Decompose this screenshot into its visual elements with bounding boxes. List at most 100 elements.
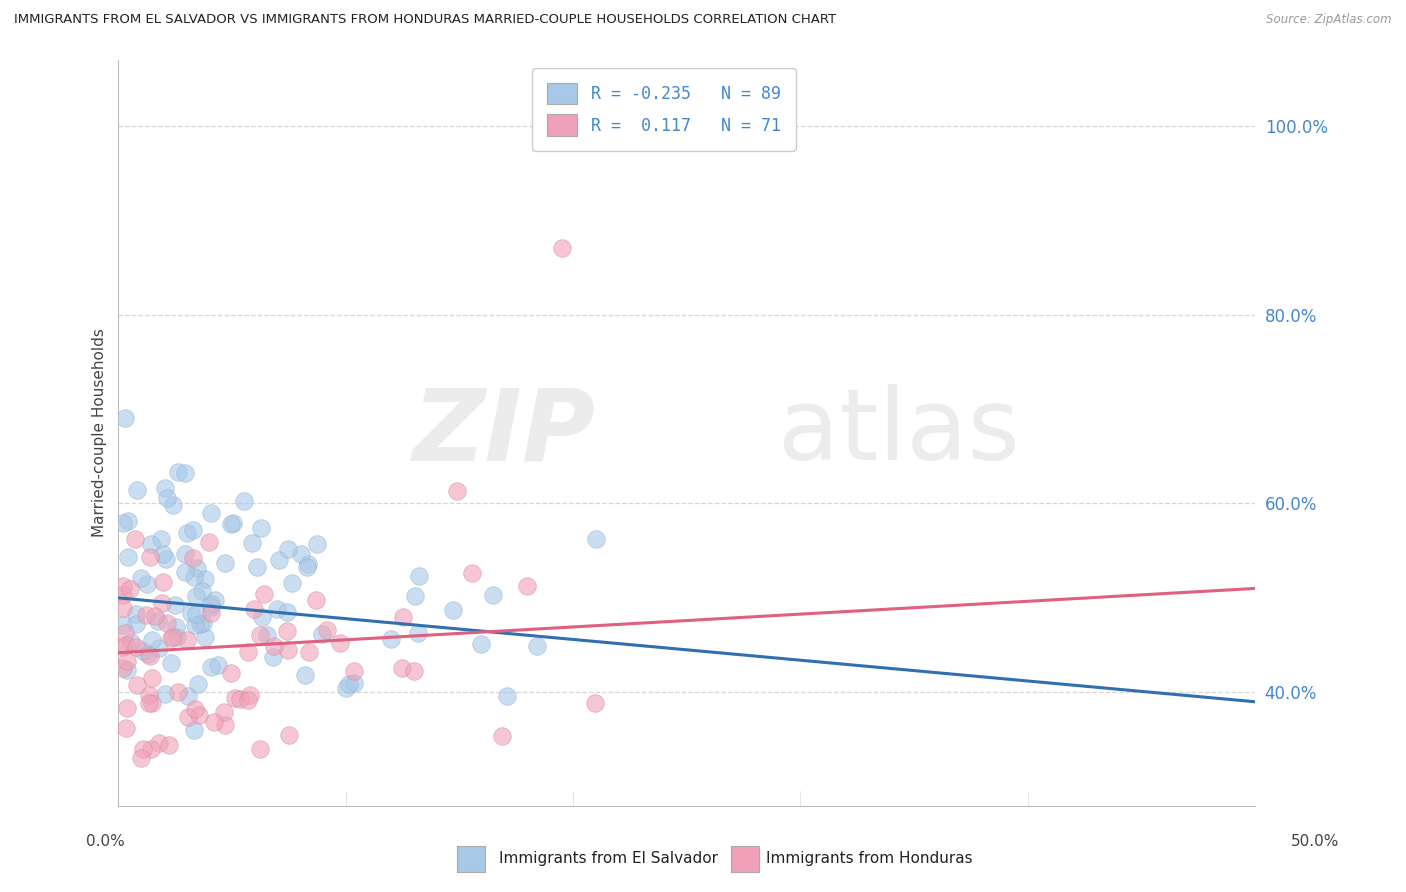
Point [277,541,299,556]
Point [166,630,188,644]
Point [138,688,160,702]
Point [583,696,606,710]
Point [188,708,211,723]
Point [165,598,187,612]
Point [111,588,134,602]
Point [197,535,219,549]
Point [204,592,226,607]
Point [114,410,136,425]
Point [295,559,318,574]
Point [408,569,430,583]
Point [406,625,429,640]
Point [141,633,163,648]
Point [135,607,157,622]
Point [162,499,184,513]
Point [155,551,177,566]
Point [141,537,163,551]
Point [200,506,222,520]
Point [153,687,176,701]
Point [236,645,259,659]
Point [120,582,142,596]
Point [176,526,198,541]
Point [186,607,208,621]
Point [200,599,222,614]
Point [138,648,160,662]
Point [111,618,134,632]
Point [482,588,505,602]
Point [551,242,574,256]
Point [131,742,153,756]
Point [461,566,484,580]
Point [127,678,149,692]
Point [162,630,184,644]
Point [157,738,180,752]
Point [176,633,198,648]
Point [160,631,183,645]
Point [152,575,174,590]
Point [222,516,245,531]
Point [392,609,415,624]
Point [143,609,166,624]
Point [156,615,179,630]
Point [496,690,519,704]
Point [191,616,214,631]
Point [139,550,162,565]
Point [236,693,259,707]
Point [337,677,360,691]
Point [125,483,148,498]
Point [202,714,225,729]
Point [165,620,187,634]
Point [129,751,152,765]
Point [269,552,291,566]
Text: ZIP: ZIP [413,384,596,481]
Point [277,643,299,657]
Legend: R = -0.235   N = 89, R =  0.117   N = 71: R = -0.235 N = 89, R = 0.117 N = 71 [533,68,796,151]
Point [294,667,316,681]
Point [177,710,200,724]
Point [111,579,134,593]
Point [187,677,209,691]
Point [441,603,464,617]
Point [491,730,513,744]
Point [221,666,243,681]
Point [174,466,197,480]
Point [307,536,329,550]
Point [276,624,298,638]
Text: Immigrants from Honduras: Immigrants from Honduras [766,851,973,865]
Point [315,623,337,637]
Point [298,645,321,659]
Point [404,589,426,603]
Point [117,654,139,668]
Point [124,533,146,547]
Point [297,557,319,571]
Point [404,665,426,679]
Point [188,616,211,631]
Point [167,465,190,479]
Point [117,549,139,564]
Point [516,579,538,593]
Point [152,547,174,561]
Point [335,681,357,696]
Point [526,640,548,654]
Point [281,575,304,590]
Point [184,702,207,716]
Point [117,514,139,528]
Point [149,532,172,546]
Point [181,551,204,566]
Point [212,705,235,719]
Point [114,626,136,640]
Point [180,607,202,621]
Point [120,635,142,649]
Point [263,640,285,654]
Point [111,640,134,654]
Point [181,524,204,538]
Point [276,605,298,619]
Point [290,547,312,561]
Point [115,722,138,736]
Point [343,675,366,690]
Point [139,649,162,664]
Point [115,701,138,715]
Point [111,661,134,675]
Point [262,649,284,664]
Point [190,584,212,599]
